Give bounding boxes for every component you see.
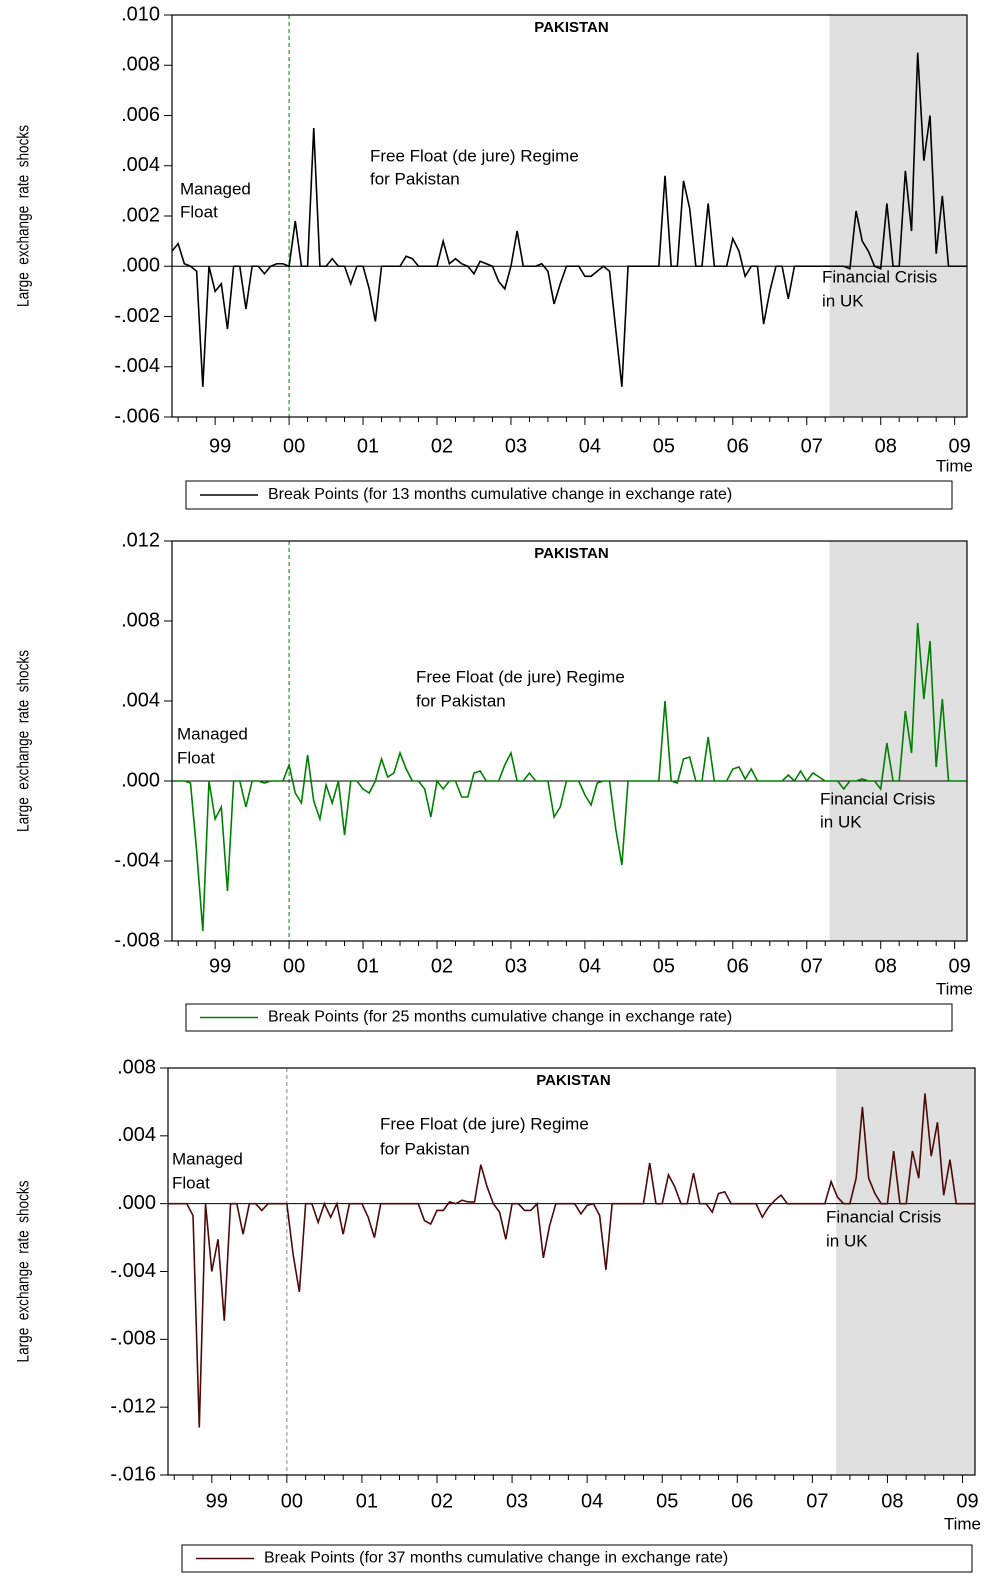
legend-box — [185, 480, 953, 510]
annotation: Float — [172, 1173, 210, 1192]
x-tick-label: 04 — [579, 955, 601, 977]
y-tick-label: -.002 — [114, 305, 160, 327]
x-axis-label: Time — [936, 456, 973, 475]
annotation: Managed — [180, 179, 251, 198]
annotation: in UK — [820, 812, 862, 831]
x-tick-label: 08 — [881, 1490, 903, 1512]
x-tick-label: 02 — [431, 955, 453, 977]
y-tick-label: .000 — [121, 769, 160, 791]
x-tick-label: 06 — [731, 1490, 753, 1512]
x-tick-label: 99 — [206, 1490, 228, 1512]
legend-label: Break Points (for 13 months cumulative c… — [268, 486, 732, 503]
y-tick-label: .012 — [121, 529, 160, 551]
annotation: Float — [180, 202, 218, 221]
legend-box — [185, 1003, 953, 1032]
chart-title: PAKISTAN — [536, 1072, 610, 1089]
y-tick-label: -.016 — [110, 1463, 156, 1485]
plot-frame — [167, 1067, 976, 1476]
x-tick-label: 05 — [653, 435, 675, 457]
x-tick-label: 03 — [505, 955, 527, 977]
annotation: Financial Crisis — [826, 1207, 941, 1226]
y-tick-label: -.004 — [114, 355, 160, 377]
y-tick-label: -.004 — [110, 1260, 156, 1282]
x-tick-label: 06 — [727, 955, 749, 977]
chart-title: PAKISTAN — [534, 545, 608, 562]
crisis-shade — [836, 1068, 975, 1475]
x-tick-label: 04 — [581, 1490, 603, 1512]
x-tick-label: 00 — [283, 435, 305, 457]
y-tick-label: .008 — [117, 1056, 156, 1078]
x-tick-label: 01 — [357, 435, 379, 457]
x-tick-label: 09 — [949, 435, 971, 457]
plot-frame — [171, 14, 968, 418]
data-line — [172, 622, 967, 932]
x-tick-label: 02 — [431, 1490, 453, 1512]
x-tick-label: 08 — [875, 435, 897, 457]
y-axis-label: Large exchange rate shocks — [14, 125, 33, 307]
x-tick-label: 09 — [949, 955, 971, 977]
x-tick-label: 05 — [653, 955, 675, 977]
annotation: Free Float (de jure) Regime — [416, 667, 625, 686]
y-tick-label: -.004 — [114, 849, 160, 871]
y-tick-label: .000 — [121, 255, 160, 277]
annotation: Financial Crisis — [822, 267, 937, 286]
annotation: for Pakistan — [416, 691, 506, 710]
annotation: Float — [177, 748, 215, 767]
annotation: Financial Crisis — [820, 789, 935, 808]
x-tick-label: 07 — [801, 955, 823, 977]
x-tick-label: 05 — [656, 1490, 678, 1512]
annotation: for Pakistan — [380, 1139, 470, 1158]
y-tick-label: .004 — [117, 1124, 156, 1146]
x-tick-label: 01 — [356, 1490, 378, 1512]
x-tick-label: 07 — [806, 1490, 828, 1512]
y-tick-label: .000 — [117, 1192, 156, 1214]
x-tick-label: 03 — [505, 435, 527, 457]
y-axis-label: Large exchange rate shocks — [14, 1180, 33, 1362]
y-tick-label: .004 — [121, 689, 160, 711]
annotation: for Pakistan — [370, 169, 460, 188]
annotation: Managed — [177, 724, 248, 743]
annotation: in UK — [822, 291, 864, 310]
chart-title: PAKISTAN — [534, 19, 608, 36]
y-tick-label: .004 — [121, 154, 160, 176]
x-tick-label: 03 — [506, 1490, 528, 1512]
annotation: Managed — [172, 1149, 243, 1168]
x-tick-label: 01 — [357, 955, 379, 977]
y-tick-label: .008 — [121, 609, 160, 631]
x-tick-label: 07 — [801, 435, 823, 457]
y-tick-label: .002 — [121, 204, 160, 226]
x-tick-label: 08 — [875, 955, 897, 977]
y-tick-label: -.012 — [110, 1395, 156, 1417]
y-axis-label: Large exchange rate shocks — [14, 650, 33, 832]
x-tick-label: 09 — [956, 1490, 978, 1512]
y-tick-label: .008 — [121, 54, 160, 76]
x-axis-label: Time — [936, 979, 973, 998]
x-axis-label: Time — [944, 1514, 981, 1533]
y-tick-label: -.008 — [110, 1328, 156, 1350]
x-tick-label: 04 — [579, 435, 601, 457]
x-tick-label: 06 — [727, 435, 749, 457]
x-tick-label: 02 — [431, 435, 453, 457]
crisis-shade — [829, 541, 967, 941]
y-tick-label: -.008 — [114, 929, 160, 951]
annotation: Free Float (de jure) Regime — [380, 1114, 589, 1133]
x-tick-label: 99 — [209, 435, 231, 457]
legend-label: Break Points (for 25 months cumulative c… — [268, 1009, 732, 1026]
x-tick-label: 00 — [283, 955, 305, 977]
y-tick-label: -.006 — [114, 405, 160, 427]
legend-label: Break Points (for 37 months cumulative c… — [264, 1550, 728, 1567]
crisis-shade — [829, 15, 967, 417]
x-tick-label: 99 — [209, 955, 231, 977]
data-line — [168, 1093, 975, 1428]
legend-box — [181, 1544, 973, 1573]
y-tick-label: .010 — [121, 3, 160, 25]
data-line — [171, 52, 967, 387]
annotation: in UK — [826, 1231, 868, 1250]
annotation: Free Float (de jure) Regime — [370, 146, 579, 165]
x-tick-label: 00 — [281, 1490, 303, 1512]
plot-frame — [171, 540, 968, 942]
y-tick-label: .006 — [121, 104, 160, 126]
